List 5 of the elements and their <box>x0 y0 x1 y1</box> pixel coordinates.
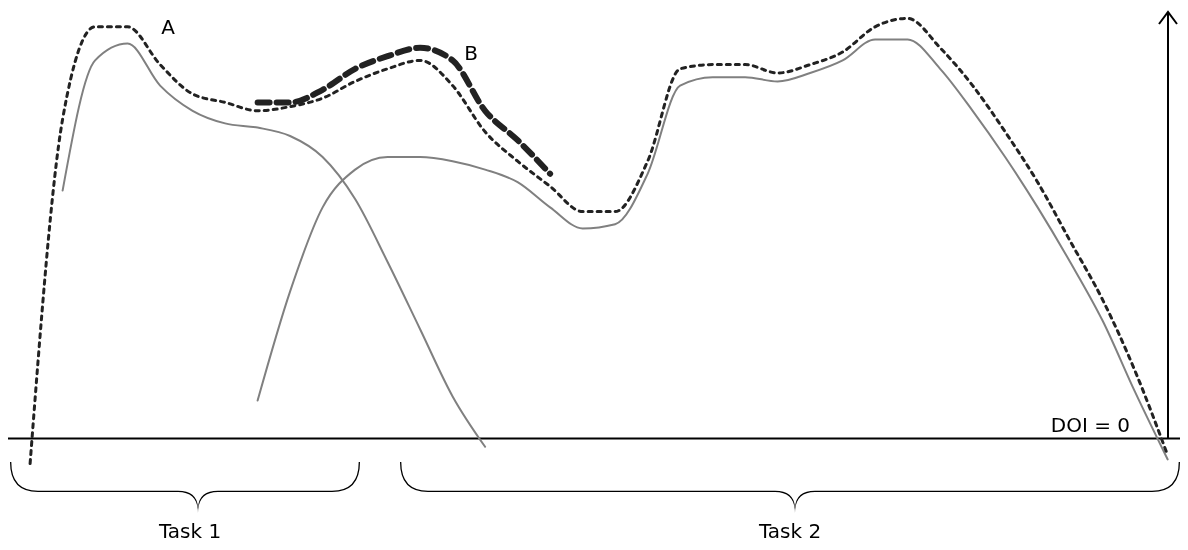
text: Task 1 <box>157 519 222 543</box>
annotation: B <box>464 41 478 65</box>
annotation: A <box>161 15 176 39</box>
ref-line-label: DOI = 0 <box>1050 413 1130 438</box>
text: Task 2 <box>757 519 822 543</box>
